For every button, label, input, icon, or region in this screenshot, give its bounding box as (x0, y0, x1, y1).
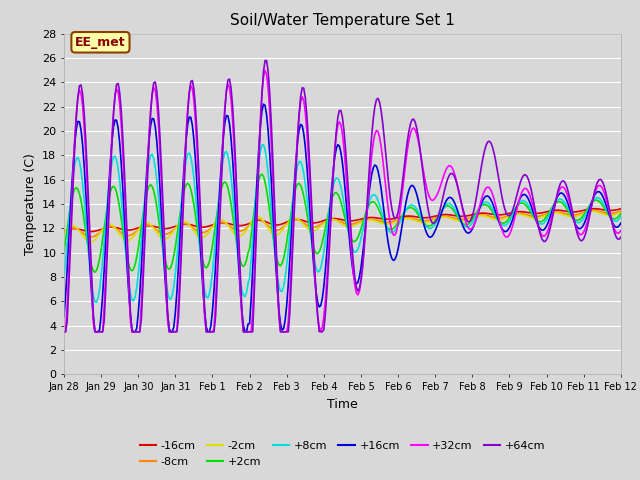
X-axis label: Time: Time (327, 397, 358, 410)
Text: EE_met: EE_met (75, 36, 126, 49)
Legend: -16cm, -8cm, -2cm, +2cm, +8cm, +16cm, +32cm, +64cm: -16cm, -8cm, -2cm, +2cm, +8cm, +16cm, +3… (135, 437, 550, 471)
Y-axis label: Temperature (C): Temperature (C) (24, 153, 36, 255)
Title: Soil/Water Temperature Set 1: Soil/Water Temperature Set 1 (230, 13, 455, 28)
